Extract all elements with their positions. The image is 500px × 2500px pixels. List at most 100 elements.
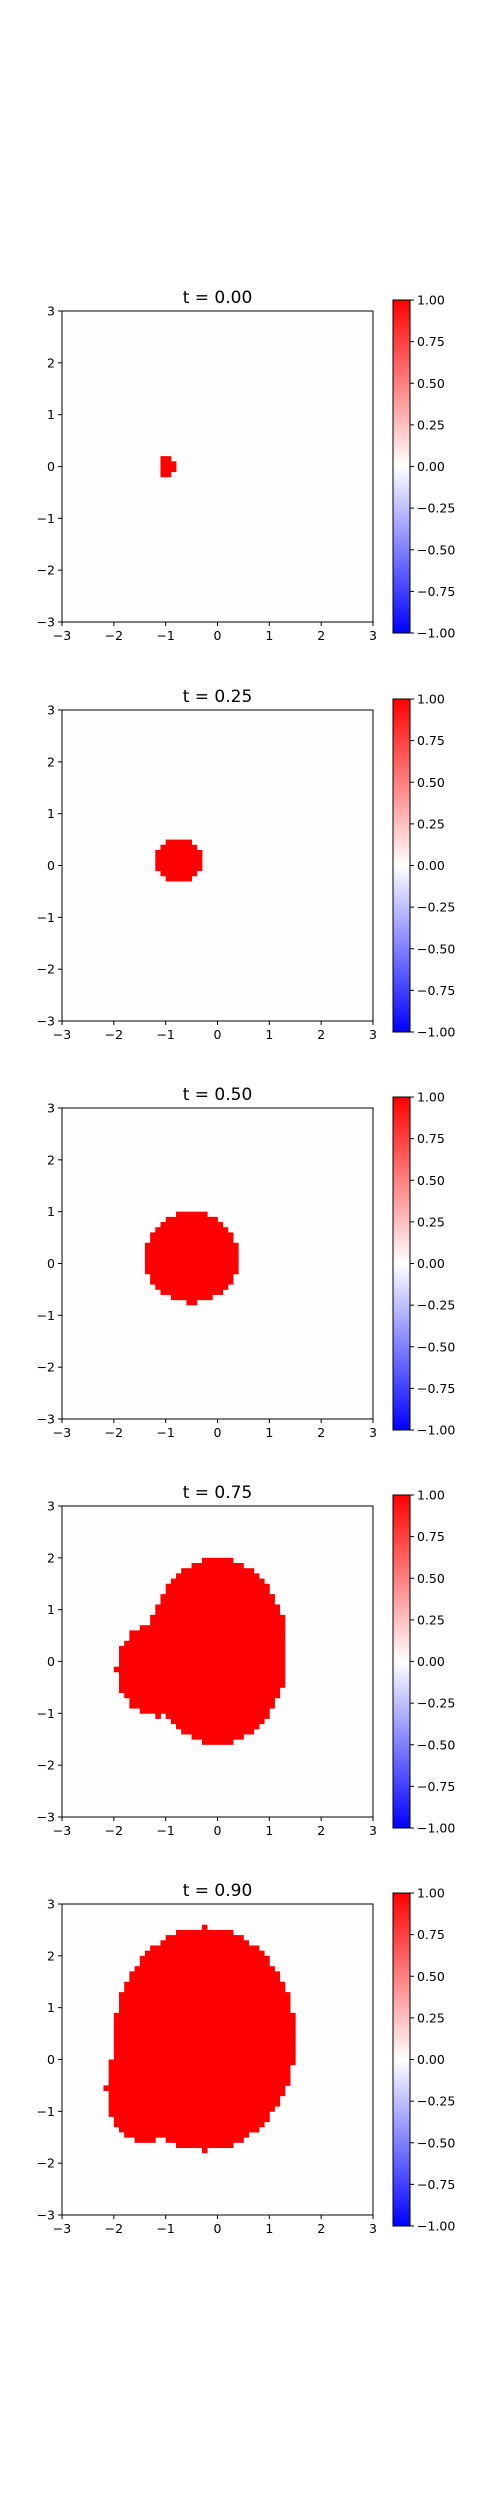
field-cell (119, 1645, 286, 1652)
colorbar (393, 699, 410, 1032)
x-tick-label: −3 (53, 2221, 71, 2236)
x-tick-label: 3 (369, 2221, 377, 2236)
field-cell (165, 875, 192, 882)
x-tick-label: −1 (156, 1425, 174, 1440)
x-tick-label: 1 (265, 1425, 273, 1440)
field-cell (160, 844, 198, 851)
y-tick-label: 1 (47, 1602, 55, 1617)
colorbar-tick-label: −0.75 (417, 983, 455, 998)
field-cell (160, 1594, 275, 1600)
x-tick-label: 0 (214, 1425, 222, 1440)
field-cell (160, 461, 177, 467)
field-cell (119, 2007, 291, 2014)
positive-region (113, 1557, 286, 1745)
field-cell (108, 2100, 281, 2107)
field-cell (108, 2069, 291, 2076)
field-cell (129, 1971, 281, 1977)
colorbar-tick-label: 0.00 (417, 459, 445, 474)
colorbar-tick-label: −1.00 (417, 1423, 455, 1438)
field-cell (181, 1728, 255, 1735)
x-tick-label: 1 (265, 2221, 273, 2236)
y-tick-label: −3 (37, 1412, 55, 1427)
y-tick-label: 0 (47, 1256, 55, 1271)
y-tick-label: 0 (47, 1654, 55, 1669)
colorbar-tick-label: −0.50 (417, 1737, 455, 1752)
y-tick-label: 1 (47, 2000, 55, 2015)
x-tick-label: −2 (105, 2221, 123, 2236)
field-cell (144, 1268, 239, 1275)
field-cell (134, 1966, 275, 1972)
field-cell (108, 2111, 270, 2117)
colorbar-tick-label: −1.00 (417, 1025, 455, 1040)
field-cell (160, 1289, 224, 1295)
field-cell (155, 1713, 161, 1719)
field-cell (139, 1961, 270, 1967)
field-cell (165, 839, 192, 846)
field-cell (119, 2002, 291, 2009)
colorbar-tick-label: 0.75 (417, 733, 445, 748)
colorbar-tick-label: 1.00 (417, 692, 445, 707)
plot-area (62, 710, 373, 1021)
x-tick-label: −2 (105, 1425, 123, 1440)
field-cell (119, 1661, 286, 1668)
field-cell (144, 1242, 239, 1249)
colorbar-tick-label: −0.25 (417, 900, 455, 915)
field-cell (176, 1723, 260, 1730)
field-cell (170, 1294, 213, 1301)
field-cell (165, 2137, 244, 2143)
field-cell (165, 1713, 270, 1719)
plot-area (62, 311, 373, 622)
x-tick-label: 2 (317, 628, 325, 643)
field-cell (113, 2028, 296, 2034)
field-cell (144, 1258, 239, 1264)
subplot-title: t = 0.00 (183, 288, 253, 308)
x-tick-label: 2 (317, 1027, 325, 1042)
x-tick-label: −2 (105, 1823, 123, 1838)
field-cell (155, 855, 203, 861)
field-cell (113, 2033, 296, 2040)
x-tick-label: 0 (214, 2221, 222, 2236)
y-tick-label: −2 (37, 563, 55, 578)
field-cell (176, 1211, 208, 1218)
field-cell (113, 2049, 296, 2055)
field-cell (201, 1924, 208, 1931)
colorbar-tick-label: −0.50 (417, 2135, 455, 2150)
field-cell (165, 1216, 218, 1223)
y-tick-label: −1 (37, 2104, 55, 2119)
field-cell (201, 2147, 208, 2154)
y-tick-label: 3 (47, 1897, 55, 1912)
field-cell (150, 1273, 234, 1280)
field-cell (155, 1604, 281, 1611)
y-tick-label: 3 (47, 1499, 55, 1514)
field-cell (176, 1573, 260, 1579)
subplot-0: t = 0.00 −3 −2 −1 0 1 2 3 −3 −2 −1 0 1 2 3 1.00 0.75 0.50… (37, 288, 456, 643)
field-cell (108, 2075, 291, 2081)
y-tick-label: 0 (47, 459, 55, 474)
y-tick-label: 2 (47, 355, 55, 370)
colorbar-tick-label: −0.25 (417, 2094, 455, 2109)
x-tick-label: −1 (156, 2221, 174, 2236)
colorbar-tick-label: −1.00 (417, 626, 455, 641)
y-tick-label: 3 (47, 1101, 55, 1116)
field-cell (150, 1620, 286, 1626)
x-tick-label: 1 (265, 1027, 273, 1042)
y-tick-label: −3 (37, 2208, 55, 2223)
field-cell (201, 1739, 234, 1745)
x-tick-label: −3 (53, 1027, 71, 1042)
y-tick-label: 2 (47, 1152, 55, 1167)
colorbar (393, 1495, 410, 1828)
field-cell (108, 2059, 296, 2066)
field-cell (186, 1299, 198, 1306)
field-cell (150, 1945, 260, 1952)
x-tick-label: 1 (265, 628, 273, 643)
field-cell (160, 466, 177, 473)
field-cell (139, 1708, 270, 1714)
field-cell (170, 1578, 265, 1585)
field-cell (113, 1666, 286, 1673)
colorbar-tick-label: −1.00 (417, 1821, 455, 1836)
y-tick-label: 2 (47, 754, 55, 769)
field-cell (124, 1986, 286, 1993)
field-cell (113, 2116, 270, 2123)
colorbar-tick-label: 0.50 (417, 376, 445, 391)
